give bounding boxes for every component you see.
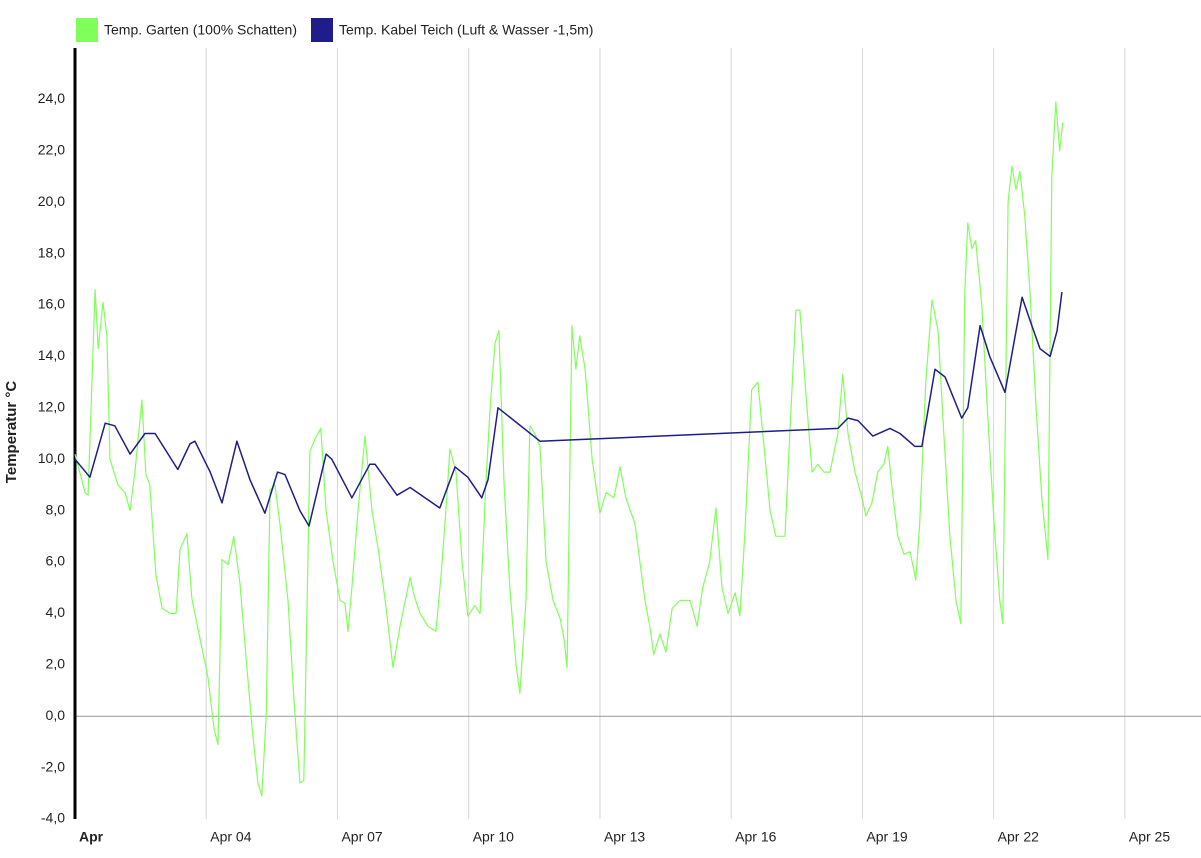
legend-label: Temp. Kabel Teich (Luft & Wasser -1,5m) [339,22,593,38]
x-tick-label: Apr [79,829,104,845]
y-tick-label: 8,0 [46,501,66,517]
y-tick-label: 6,0 [46,553,66,569]
y-tick-label: -4,0 [41,810,65,826]
y-tick-label: 10,0 [38,450,65,466]
y-tick-label: 12,0 [38,399,65,415]
x-tick-label: Apr 10 [473,829,514,845]
x-tick-label: Apr 25 [1129,829,1170,845]
y-tick-label: 22,0 [38,142,65,158]
y-axis-label: Temperatur °C [3,381,20,484]
y-tick-label: 18,0 [38,244,65,260]
x-tick-label: Apr 22 [998,829,1039,845]
x-tick-label: Apr 07 [341,829,382,845]
x-tick-label: Apr 16 [735,829,776,845]
legend-label: Temp. Garten (100% Schatten) [104,22,297,38]
x-tick-label: Apr 13 [604,829,645,845]
y-tick-label: 16,0 [38,296,65,312]
x-tick-label: Apr 04 [210,829,251,845]
series-line [74,101,1064,797]
series-line [74,292,1063,527]
y-tick-label: 20,0 [38,193,65,209]
y-tick-label: -2,0 [41,758,65,774]
legend-swatch [76,18,98,42]
y-tick-label: 24,0 [38,90,65,106]
x-tick-label: Apr 19 [866,829,907,845]
y-tick-label: 2,0 [46,656,66,672]
y-tick-label: 0,0 [46,707,66,723]
y-tick-label: 14,0 [38,347,65,363]
legend-swatch [311,18,333,42]
y-tick-label: 4,0 [46,604,66,620]
